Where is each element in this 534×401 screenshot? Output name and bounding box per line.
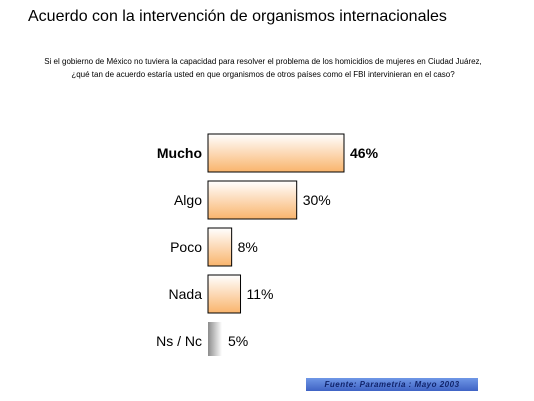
category-label: Nada xyxy=(169,286,203,302)
source-label: Fuente: Parametría : Mayo 2003 xyxy=(306,378,478,391)
category-label: Mucho xyxy=(157,145,202,161)
category-label: Ns / Nc xyxy=(156,333,202,349)
chart-title: Acuerdo con la intervención de organismo… xyxy=(28,8,447,25)
value-label: 30% xyxy=(303,192,331,208)
value-label: 11% xyxy=(247,286,274,302)
value-label: 46% xyxy=(350,145,379,161)
category-label: Algo xyxy=(174,192,202,208)
value-label: 5% xyxy=(228,333,248,349)
bar-mucho xyxy=(207,133,345,173)
value-label: 8% xyxy=(238,239,258,255)
bar-ns-nc xyxy=(208,322,222,356)
bar-nada xyxy=(207,274,242,314)
survey-question: Si el gobierno de México no tuviera la c… xyxy=(44,57,482,79)
category-label: Poco xyxy=(170,239,202,255)
bar-poco xyxy=(207,227,233,267)
bar-algo xyxy=(207,180,298,220)
